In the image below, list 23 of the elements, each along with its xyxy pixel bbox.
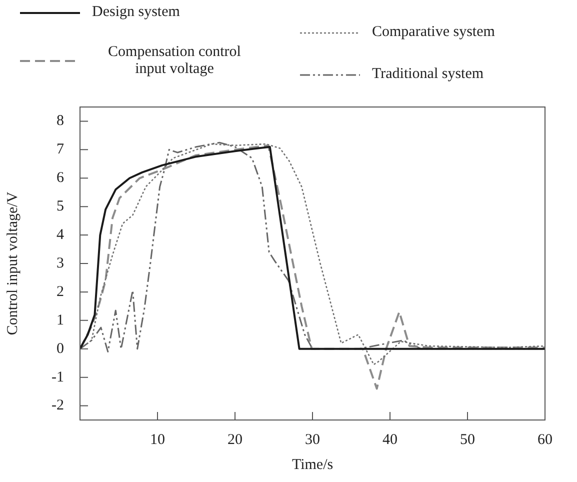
x-tick-label: 10 <box>150 432 165 448</box>
y-tick-label: -1 <box>52 369 64 386</box>
x-tick-label: 30 <box>305 432 320 448</box>
x-tick-label: 60 <box>538 432 552 448</box>
y-tick-label: 0 <box>56 340 64 357</box>
y-tick-label: 6 <box>56 170 64 186</box>
x-tick-label: 40 <box>382 432 398 448</box>
y-axis-title: Control input voltage/V <box>4 192 21 336</box>
y-tick-label: 5 <box>56 198 64 215</box>
y-tick-label: 2 <box>56 284 64 300</box>
y-tick-label: -2 <box>52 398 64 414</box>
x-tick-label: 20 <box>228 432 242 448</box>
x-axis-title: Time/s <box>292 456 334 473</box>
x-tick-label: 50 <box>460 432 475 448</box>
legend-label: Comparative system <box>372 24 495 41</box>
legend-label: Traditional system <box>372 66 484 83</box>
y-tick-label: 3 <box>56 255 64 272</box>
y-tick-label: 4 <box>56 226 64 243</box>
y-tick-label: 8 <box>56 113 64 130</box>
y-tick-label: 7 <box>56 142 64 158</box>
y-tick-label: 1 <box>56 312 64 328</box>
legend-label: Design system <box>92 4 180 21</box>
legend-label: Compensation control input voltage <box>107 44 242 78</box>
